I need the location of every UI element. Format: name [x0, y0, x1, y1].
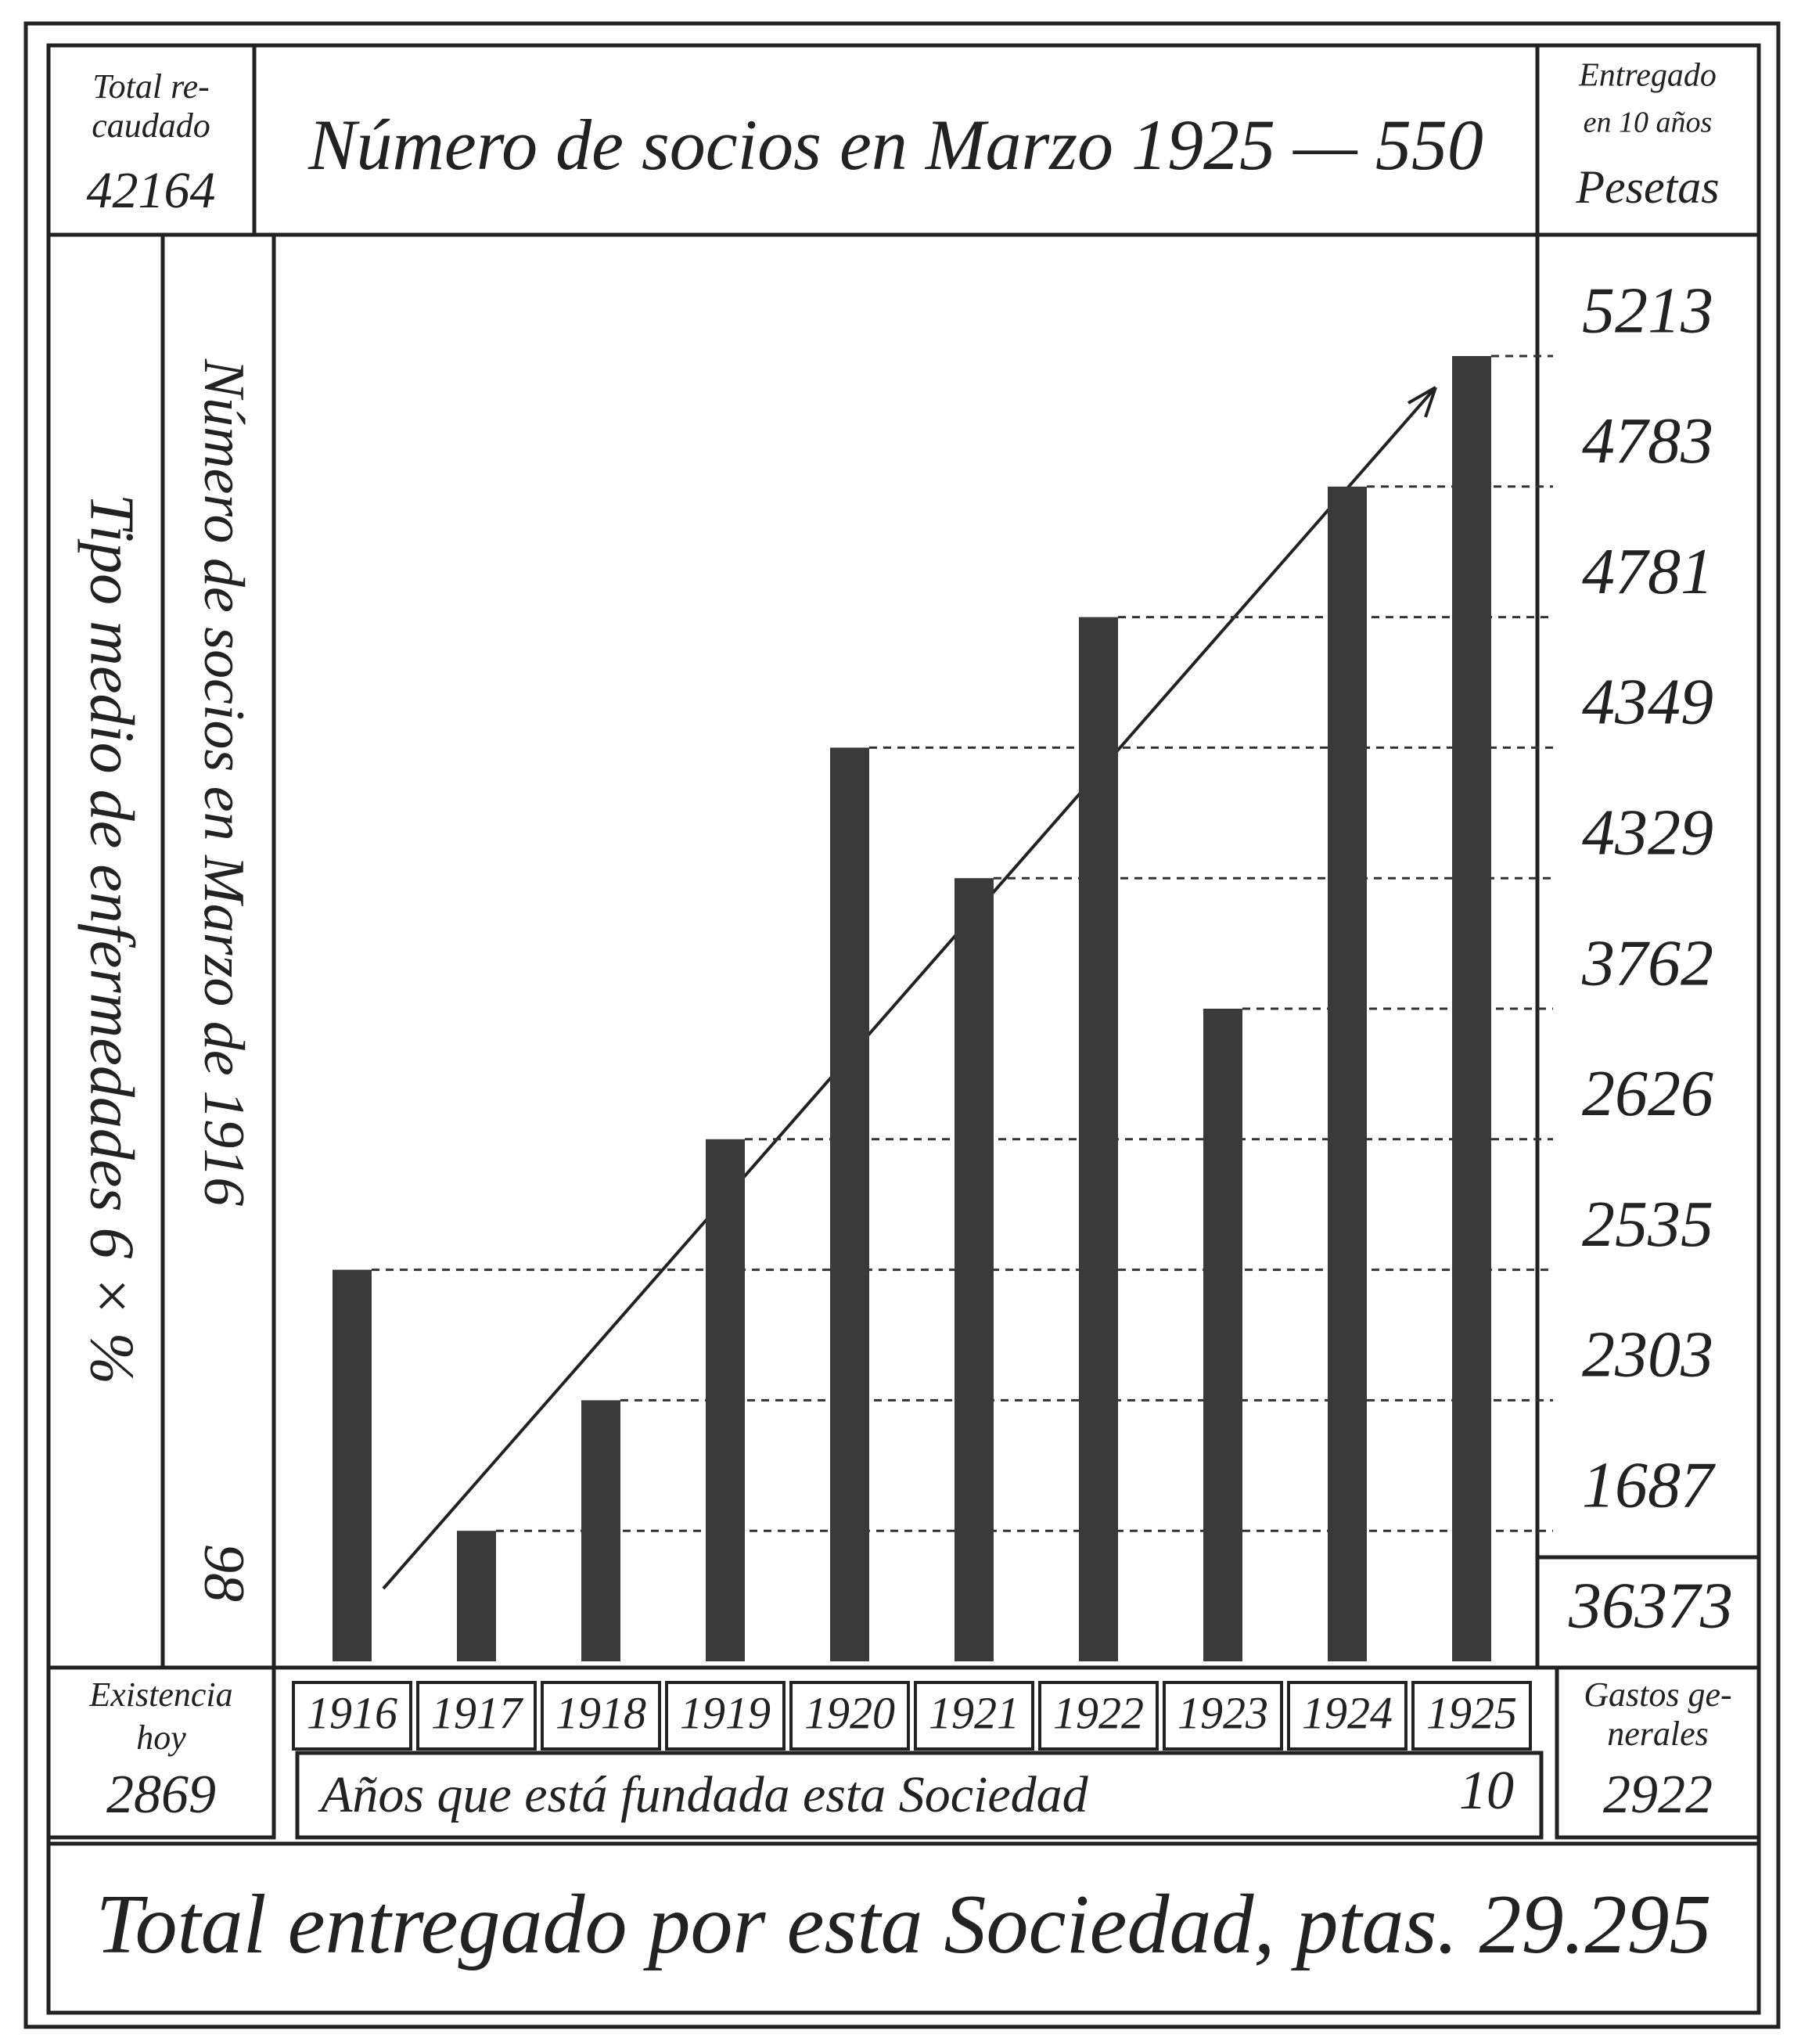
year-box	[292, 1681, 412, 1751]
existencia-box	[46, 1665, 276, 1840]
chart-title: Número de socios en Marzo 1925 — 550	[307, 105, 1483, 185]
bar	[581, 1400, 620, 1661]
year-box	[541, 1681, 661, 1751]
arrow-head	[1408, 386, 1437, 418]
year-box	[416, 1681, 537, 1751]
y-tick-label: 4781	[1582, 535, 1713, 608]
x-tick-label: 1921	[929, 1687, 1019, 1738]
x-tick-label: 1916	[307, 1687, 397, 1738]
y-tick-label: 2535	[1582, 1188, 1713, 1261]
x-tick-label: 1917	[431, 1687, 523, 1738]
year-box	[1287, 1681, 1408, 1751]
x-tick-label: 1924	[1302, 1687, 1393, 1738]
x-tick-label: 1925	[1426, 1687, 1517, 1738]
y-label: Entregado	[1578, 58, 1717, 94]
x-tick-label: 1923	[1177, 1687, 1268, 1738]
year-box	[1038, 1681, 1159, 1751]
year-box	[914, 1681, 1034, 1751]
gastos-box	[1555, 1665, 1761, 1840]
y-tick-label: 5213	[1582, 274, 1713, 347]
y-tick-label: 3762	[1581, 927, 1713, 999]
y-tick-label: 1687	[1582, 1448, 1716, 1521]
x-tick-label: 1918	[555, 1687, 646, 1738]
bar	[457, 1531, 496, 1661]
socios-1916-value: 98	[192, 1544, 256, 1602]
bar	[1452, 356, 1491, 1661]
gastos-label: Gastos ge-	[1584, 1675, 1731, 1714]
x-tick-label: 1920	[804, 1687, 895, 1738]
bar	[1203, 1009, 1242, 1661]
y-tick-label: 4783	[1582, 405, 1713, 477]
anos-label: Años que está fundada esta Sociedad	[318, 1766, 1089, 1823]
year-box	[1411, 1681, 1532, 1751]
trend-arrow	[382, 386, 1437, 1590]
total-value: 36373	[1568, 1569, 1733, 1642]
bar	[706, 1139, 745, 1661]
year-box	[665, 1681, 786, 1751]
recaudado-label: Total re-	[92, 67, 210, 106]
footer: Total entregado por esta Sociedad, ptas.…	[96, 1878, 1712, 1971]
x-tick-label: 1919	[680, 1687, 771, 1738]
bar	[955, 878, 994, 1661]
recaudado-value: 42164	[87, 162, 216, 219]
anos-box	[295, 1751, 1544, 1840]
gastos-value: 2922	[1603, 1765, 1713, 1825]
year-box	[1163, 1681, 1283, 1751]
y-label: Pesetas	[1575, 161, 1719, 213]
footer-box	[46, 1841, 1761, 2015]
year-box	[789, 1681, 910, 1751]
y-tick-label: 2303	[1582, 1319, 1713, 1391]
y-tick-label: 4329	[1582, 796, 1713, 869]
existencia-value: 2869	[106, 1765, 216, 1825]
x-tick-label: 1922	[1053, 1687, 1144, 1738]
y-tick-label: 4349	[1582, 666, 1713, 739]
bar	[830, 747, 869, 1661]
existencia-label: Existencia	[88, 1675, 232, 1714]
tipo-medio: Tipo medio de enfermedades 6 × %	[77, 494, 146, 1384]
anos-value: 10	[1459, 1761, 1514, 1821]
bar	[1079, 617, 1118, 1661]
bar	[1328, 486, 1367, 1661]
gastos-label: nerales	[1607, 1715, 1709, 1753]
recaudado-label: caudado	[92, 106, 210, 145]
y-tick-label: 2626	[1582, 1057, 1713, 1130]
socios-1916: Número de socios en Marzo de 1916	[192, 358, 256, 1206]
y-label: en 10 años	[1584, 106, 1713, 139]
outer-frame	[23, 21, 1781, 2029]
existencia-label: hoy	[136, 1718, 186, 1757]
bar	[333, 1269, 372, 1661]
